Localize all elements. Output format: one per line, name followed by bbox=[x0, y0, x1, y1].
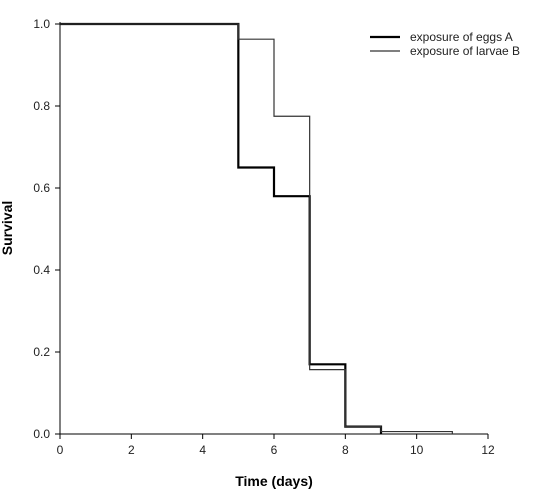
y-axis-ticks: 0.0 0.2 0.4 0.6 0.8 1.0 bbox=[33, 17, 60, 441]
series-line-eggs bbox=[60, 22, 383, 434]
y-tick-label: 0.6 bbox=[33, 181, 50, 195]
y-tick-label: 1.0 bbox=[33, 17, 50, 31]
y-tick-label: 0.8 bbox=[33, 99, 50, 113]
legend-label-eggs: exposure of eggs A bbox=[410, 30, 513, 44]
y-axis-title: Survival bbox=[0, 201, 15, 255]
x-axis-ticks: 0 2 4 6 8 10 12 bbox=[57, 434, 495, 457]
series-layer bbox=[60, 22, 453, 434]
x-tick-label: 4 bbox=[199, 443, 206, 457]
y-tick-label: 0.4 bbox=[33, 263, 50, 277]
x-tick-label: 8 bbox=[342, 443, 349, 457]
legend-label-larvae: exposure of larvae B bbox=[410, 44, 520, 58]
x-axis-title: Time (days) bbox=[235, 473, 313, 489]
x-tick-label: 0 bbox=[57, 443, 64, 457]
y-tick-label: 0.0 bbox=[33, 427, 50, 441]
x-tick-label: 2 bbox=[128, 443, 135, 457]
x-tick-label: 10 bbox=[410, 443, 424, 457]
series-line-larvae bbox=[60, 23, 453, 434]
x-tick-label: 12 bbox=[481, 443, 495, 457]
x-tick-label: 6 bbox=[271, 443, 278, 457]
legend: exposure of eggs A exposure of larvae B bbox=[370, 30, 520, 58]
y-tick-label: 0.2 bbox=[33, 345, 50, 359]
